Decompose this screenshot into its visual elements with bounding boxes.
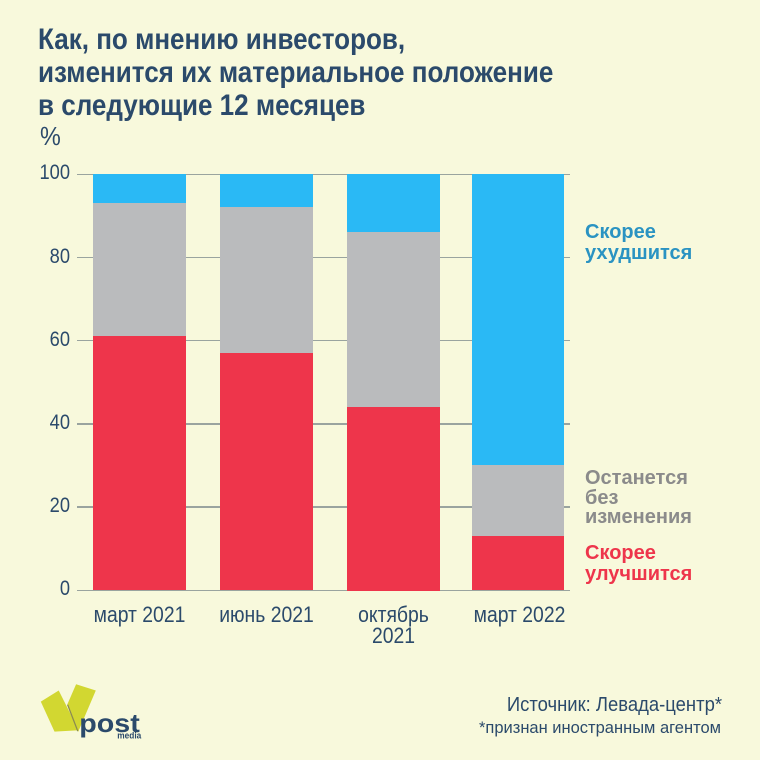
svg-text:post: post	[79, 708, 140, 738]
svg-text:media: media	[117, 731, 142, 741]
